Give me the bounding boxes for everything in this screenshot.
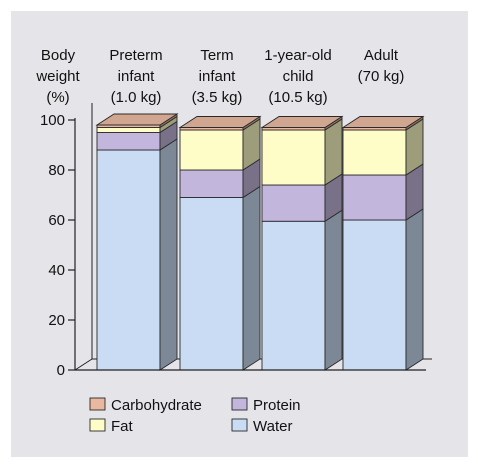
y-axis-label-line: Body (41, 47, 76, 64)
bar-top-carbohydrate (95, 113, 179, 126)
bar-group-2 (260, 115, 344, 371)
bar-side-water (324, 209, 343, 371)
legend-label-water: Water (253, 418, 292, 435)
bar-segment-fat (342, 129, 407, 176)
legend-label-protein: Protein (253, 397, 301, 414)
y-tick-label: 20 (48, 312, 65, 329)
bar-top-carbohydrate (260, 116, 344, 128)
y-tick-label: 80 (48, 162, 65, 179)
y-axis-label-line: weight (35, 68, 80, 85)
bar-segment-protein (261, 184, 326, 222)
bar-side-fat (324, 118, 343, 186)
category-label-line: (10.5 kg) (268, 89, 327, 106)
category-label-line: Preterm (109, 47, 162, 64)
legend-swatch-fat (89, 418, 106, 432)
category-label-line: Term (200, 47, 233, 64)
bar-segment-protein (179, 169, 244, 198)
bar-top-carbohydrate (178, 116, 262, 128)
legend-label-fat: Fat (111, 418, 134, 435)
floor-depth-line (74, 358, 93, 371)
category-label-line: Adult (364, 47, 399, 64)
y-tick-label: 0 (57, 362, 65, 379)
bar-segment-fat (179, 129, 244, 171)
y-axis-label-line: (%) (46, 89, 69, 106)
bar-segment-fat (261, 129, 326, 186)
bar-side-water (242, 185, 261, 371)
y-tick-label: 100 (40, 112, 65, 129)
bar-side-water (405, 208, 424, 371)
category-label-line: (3.5 kg) (192, 89, 243, 106)
bar-segment-water (179, 197, 244, 371)
category-label-line: infant (199, 68, 237, 85)
y-tick-label: 60 (48, 212, 65, 229)
bar-group-1 (178, 115, 262, 371)
category-label-line: (70 kg) (358, 68, 405, 85)
category-label-line: 1-year-old (264, 47, 332, 64)
category-label-line: (1.0 kg) (111, 89, 162, 106)
bar-segment-water (342, 219, 407, 371)
bar-segment-protein (96, 132, 161, 151)
bar-segment-water (261, 220, 326, 371)
bar-group-3 (341, 115, 425, 371)
bar-top-carbohydrate (341, 116, 425, 128)
category-label-line: infant (118, 68, 156, 85)
bar-segment-water (96, 149, 161, 371)
bar-group-0 (95, 113, 179, 371)
bar-side-water (159, 138, 178, 371)
legend-swatch-water (231, 418, 248, 432)
bar-segment-fat (96, 127, 161, 133)
legend-swatch-carbohydrate (89, 397, 106, 411)
bar-segment-protein (342, 174, 407, 221)
y-tick-label: 40 (48, 262, 65, 279)
legend-swatch-protein (231, 397, 248, 411)
legend-label-carbohydrate: Carbohydrate (111, 397, 202, 414)
category-label-line: child (283, 68, 314, 85)
